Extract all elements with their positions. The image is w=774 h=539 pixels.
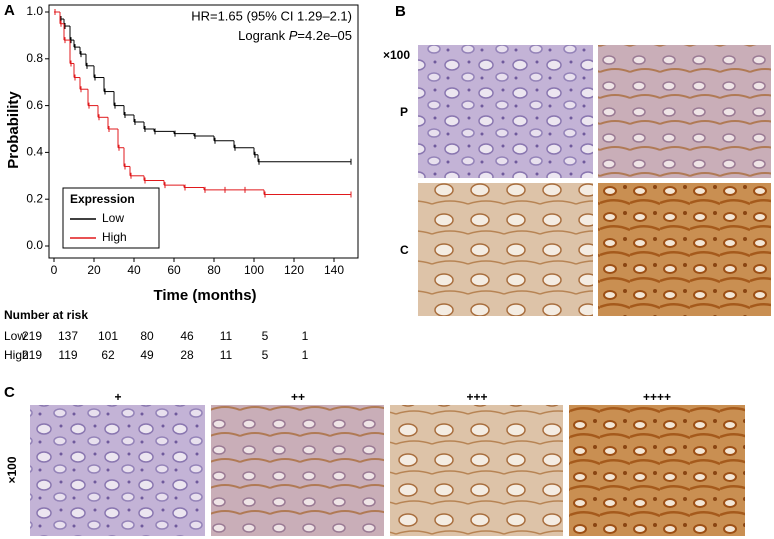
annotation: HR=1.65 (95% CI 1.29–2.1) [191, 8, 352, 23]
risk-count: 80 [140, 329, 154, 343]
risk-row-label: Low [4, 329, 26, 343]
grade-label: ++++ [643, 390, 671, 404]
x-tick-label: 120 [284, 263, 304, 277]
risk-table-title: Number at risk [4, 308, 88, 322]
y-tick-label: 0.4 [26, 145, 43, 159]
legend-title: Expression [70, 192, 135, 206]
x-tick-label: 80 [207, 263, 221, 277]
x-tick-label: 100 [244, 263, 264, 277]
risk-count: 49 [140, 348, 154, 362]
annotation-part: P [289, 28, 298, 43]
micrograph [569, 405, 745, 536]
x-tick-label: 0 [51, 263, 58, 277]
risk-row-label: High [4, 348, 29, 362]
risk-count: 119 [58, 348, 77, 362]
risk-count: 101 [98, 329, 118, 343]
micrograph [390, 405, 563, 536]
y-tick-label: 0.0 [26, 238, 43, 252]
risk-count: 137 [58, 329, 78, 343]
risk-count: 62 [101, 348, 115, 362]
x-tick-label: 20 [87, 263, 101, 277]
y-tick-label: 1.0 [26, 4, 43, 18]
legend-label: High [102, 230, 127, 244]
risk-count: 28 [180, 348, 194, 362]
panel-label: C [4, 384, 15, 401]
micrograph [598, 45, 771, 178]
y-tick-label: 0.6 [26, 98, 43, 112]
annotation-part: Logrank [238, 28, 289, 43]
y-tick-label: 0.8 [26, 51, 43, 65]
x-axis-label: Time (months) [153, 287, 256, 304]
legend-label: Low [102, 211, 124, 225]
risk-count: 219 [22, 329, 42, 343]
micrograph [418, 45, 593, 178]
risk-count: 5 [262, 348, 269, 362]
risk-count: 1 [302, 348, 309, 362]
risk-count: 11 [220, 329, 233, 343]
micrograph [30, 405, 205, 536]
magnification: ×100 [5, 456, 19, 483]
risk-count: 5 [262, 329, 269, 343]
grade-label: +++ [466, 390, 487, 404]
row-label: P [400, 105, 408, 119]
panel-label: A [4, 2, 15, 19]
risk-count: 219 [22, 348, 42, 362]
magnification: ×100 [383, 48, 410, 62]
grade-label: ++ [291, 390, 305, 404]
micrograph [598, 183, 771, 316]
y-tick-label: 0.2 [26, 191, 43, 205]
panel-label: B [395, 3, 406, 20]
grade-label: + [114, 390, 121, 404]
annotation: Logrank P=4.2e–05 [238, 28, 352, 43]
x-tick-label: 140 [324, 263, 344, 277]
x-tick-label: 60 [167, 263, 181, 277]
y-axis-label: Probability [5, 91, 22, 169]
plot-frame [48, 4, 359, 259]
risk-count: 1 [302, 329, 309, 343]
risk-count: 46 [180, 329, 194, 343]
micrograph [418, 183, 593, 316]
annotation-part: =4.2e–05 [297, 28, 352, 43]
x-tick-label: 40 [127, 263, 141, 277]
row-label: C [400, 243, 409, 257]
risk-count: 11 [220, 348, 233, 362]
micrograph [211, 405, 384, 536]
